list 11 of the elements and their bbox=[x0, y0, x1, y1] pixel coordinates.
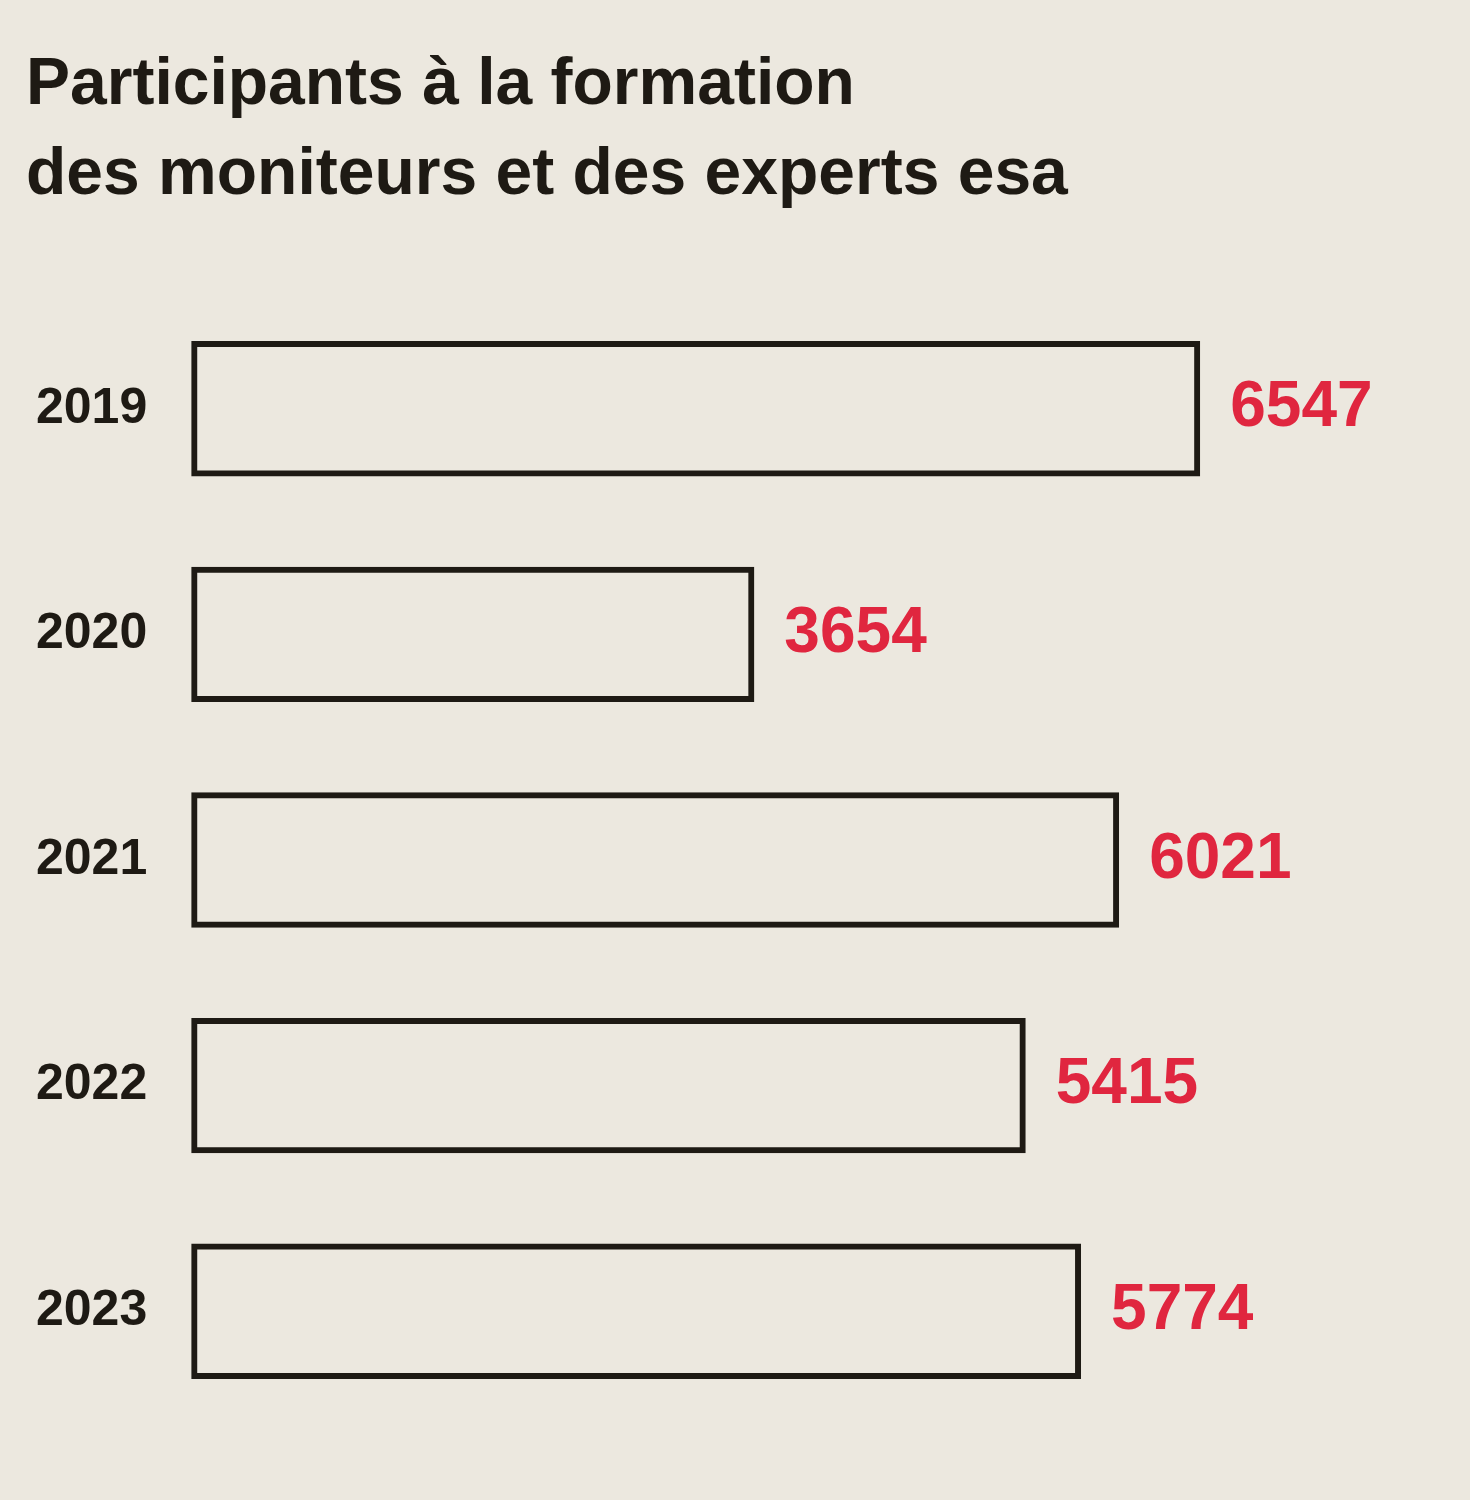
data-label: 6547 bbox=[1230, 368, 1373, 441]
y-tick-label: 2022 bbox=[36, 1054, 148, 1111]
chart-title: Participants à la formation des moniteurs et des experts esa bbox=[26, 43, 1068, 210]
y-tick-label: 2023 bbox=[36, 1279, 148, 1336]
y-tick-label: 2019 bbox=[36, 377, 148, 434]
y-tick-label: 2021 bbox=[36, 828, 148, 885]
data-label: 5774 bbox=[1111, 1270, 1254, 1343]
y-tick-label: 2020 bbox=[36, 603, 148, 660]
data-label: 5415 bbox=[1055, 1045, 1199, 1118]
data-label: 6021 bbox=[1149, 819, 1292, 892]
data-label: 3654 bbox=[784, 594, 928, 667]
